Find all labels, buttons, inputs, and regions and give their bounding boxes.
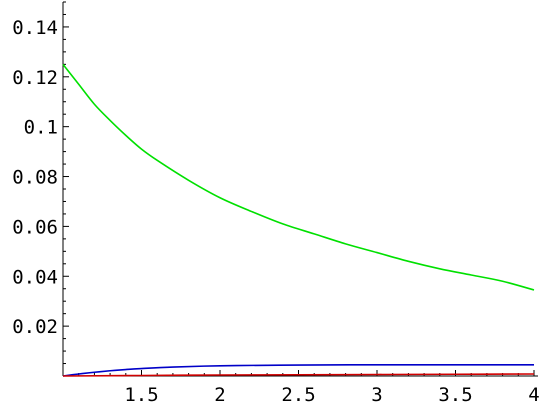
major-ticks bbox=[63, 26, 535, 376]
series-layer bbox=[62, 63, 535, 377]
x-tick-label: 3.5 bbox=[438, 384, 472, 406]
y-tick-label: 0.08 bbox=[12, 167, 58, 189]
minor-ticks bbox=[63, 1, 519, 376]
y-tick-label: 0.14 bbox=[12, 17, 58, 39]
x-tick-label: 2.5 bbox=[281, 384, 315, 406]
x-tick-label: 1.5 bbox=[124, 384, 158, 406]
y-tick-label: 0.04 bbox=[12, 266, 58, 288]
y-tick-label: 0.12 bbox=[12, 67, 58, 89]
series-line-1 bbox=[62, 63, 535, 291]
series-line-2 bbox=[62, 363, 534, 377]
y-tick-label: 0.1 bbox=[24, 117, 58, 139]
x-tick-label: 3 bbox=[371, 384, 382, 406]
y-tick-label: 0.02 bbox=[12, 316, 58, 338]
y-tick-label: 0.06 bbox=[12, 216, 58, 238]
x-tick-label: 4 bbox=[528, 384, 539, 406]
x-tick-label: 2 bbox=[214, 384, 225, 406]
tick-labels: 0.02 0.04 0.06 0.08 0.1 0.12 0.14 1.5 2 2.5 3 3.5 4 bbox=[12, 17, 539, 406]
series-line-3 bbox=[62, 373, 535, 377]
